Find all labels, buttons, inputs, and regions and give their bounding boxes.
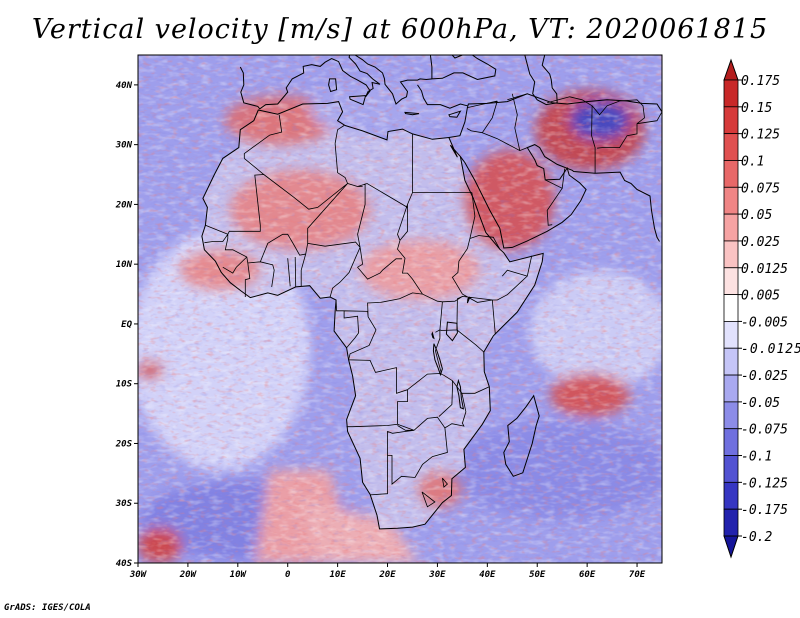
colorbar-box <box>723 240 739 269</box>
colorbar-box <box>723 106 739 135</box>
colorbar-box <box>723 267 739 295</box>
madagascar-coastline <box>503 394 540 477</box>
lon-label: 20E <box>378 570 396 580</box>
colorbar-bottom-triangle <box>723 535 739 559</box>
longitude-axis: 30W 20W 10W 0 10E 20E 30E 40E 50E 60E 70E <box>129 563 646 580</box>
chart-title: Vertical velocity [m/s] at 600hPa, VT: 2… <box>31 14 769 45</box>
colorbar-label: -0.0125 <box>741 342 800 357</box>
colorbar-box <box>723 347 739 376</box>
colorbar-label: 0.125 <box>741 128 780 143</box>
lon-label: 30W <box>129 570 148 580</box>
colorbar-label: -0.1 <box>741 450 772 465</box>
lat-label: EQ <box>121 320 132 330</box>
colorbar-label: 0.15 <box>741 101 772 116</box>
lon-label: 70E <box>629 570 646 580</box>
grads-credit: GrADS: IGES/COLA <box>4 603 91 613</box>
colorbar-label: 0.075 <box>741 181 780 196</box>
lat-label: 20S <box>115 439 133 449</box>
colorbar-label: -0.025 <box>741 369 788 384</box>
colorbar-box <box>723 428 739 456</box>
colorbar-box <box>723 374 739 403</box>
lon-label: 10W <box>230 570 248 580</box>
europe-coastline <box>239 55 497 118</box>
lat-label: 30N <box>115 141 133 151</box>
colorbar-label: -0.005 <box>741 315 788 330</box>
lon-label: 30E <box>428 570 446 580</box>
lat-label: 40S <box>116 559 133 569</box>
colorbar-box <box>723 401 739 430</box>
colorbar-box <box>723 321 739 349</box>
colorbar-box <box>723 481 739 510</box>
lat-label: 30S <box>115 499 133 509</box>
map-frame <box>137 54 663 564</box>
lat-label: 20N <box>115 200 133 210</box>
lat-label: 40N <box>116 81 133 91</box>
lat-label: 10N <box>116 260 133 270</box>
colorbar-label: 0.025 <box>741 235 780 250</box>
lon-label: 50E <box>529 570 546 580</box>
colorbar-label: 0.005 <box>741 289 780 304</box>
lon-label: 20W <box>179 570 198 580</box>
colorbar-top-triangle <box>723 58 739 81</box>
colorbar-label: -0.075 <box>741 423 788 438</box>
great-lakes <box>431 296 471 410</box>
colorbar-label: -0.05 <box>741 396 780 411</box>
colorbar-label: -0.175 <box>741 503 788 518</box>
colorbar-box <box>723 160 739 188</box>
lon-label: 60E <box>579 570 596 580</box>
lon-label: 40E <box>479 570 496 580</box>
colorbar-box <box>723 79 739 108</box>
colorbar-label: 0.175 <box>741 74 780 89</box>
lat-label: 10S <box>116 380 133 390</box>
colorbar-label: -0.125 <box>741 476 788 491</box>
colorbar-box <box>723 294 739 322</box>
africa-coastline <box>201 101 544 530</box>
colorbar-box <box>723 213 739 242</box>
colorbar-box <box>723 133 739 161</box>
arabia-coastline <box>448 55 662 249</box>
colorbar-label: 0.0125 <box>741 262 788 277</box>
colorbar-label: 0.1 <box>741 154 764 169</box>
lon-label: 10E <box>329 570 346 580</box>
colorbar-box <box>723 455 739 483</box>
velocity-field <box>138 55 662 563</box>
lon-label: 0 <box>285 570 291 580</box>
latitude-axis: 40N 30N 20N 10N EQ 10S 20S 30S 40S <box>115 81 138 569</box>
colorbar-label: -0.2 <box>741 530 772 545</box>
colorbar-box <box>723 508 739 537</box>
colorbar-box <box>723 186 739 215</box>
colorbar-label: 0.05 <box>741 208 772 223</box>
